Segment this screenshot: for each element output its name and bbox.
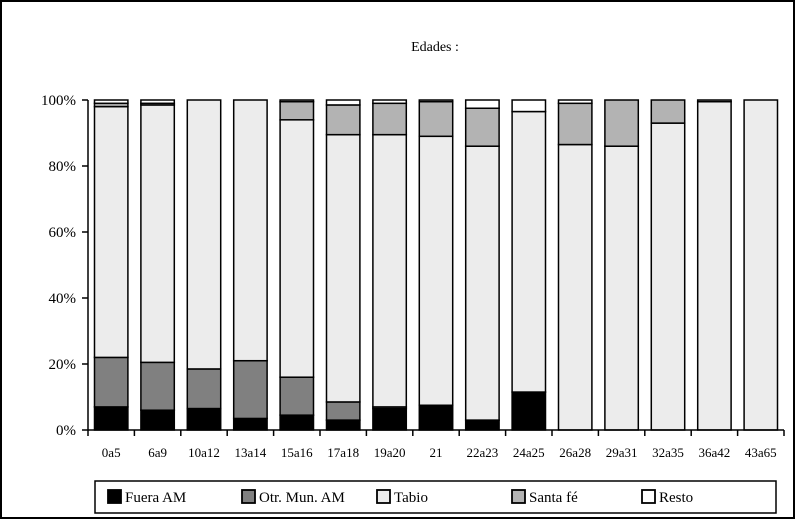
bar-segment-tabio [232,99,268,362]
legend-box [94,480,777,514]
bar-segment-resto [511,99,547,113]
bar-segment-resto [93,99,129,105]
bar-segment-tabio [418,135,454,407]
y-tick-label: 60% [49,225,77,241]
bar-segment-santa-f [650,99,686,124]
x-tick-label: 36a42 [699,445,731,460]
y-tick-label: 20% [49,357,77,373]
y-tick-label: 80% [49,159,77,175]
bar-segment-resto [696,99,732,103]
bar-segment-resto [418,99,454,103]
bar-segment-fuera-am [186,407,222,431]
bar-segment-fuera-am [464,419,500,431]
legend-swatch-otr-mun-am [241,489,256,504]
bar-segment-tabio [186,99,222,370]
x-tick-label: 32a35 [652,445,684,460]
x-tick-label: 13a14 [235,445,267,460]
y-tick-label: 100% [41,93,76,109]
bar-segment-tabio [511,110,547,393]
legend-swatch-fuera-am [107,489,122,504]
legend-label-fuera-am: Fuera AM [125,490,186,506]
bar-segment-tabio [325,133,361,403]
bar-segment-santa-f [604,99,640,147]
x-tick-label: 0a5 [102,445,121,460]
bar-segment-fuera-am [140,409,176,431]
bar-segment-otr-mun-am [279,376,315,416]
x-tick-label: 24a25 [513,445,545,460]
bar-segment-resto [557,99,593,105]
bar-segment-tabio [604,145,640,431]
y-tick-label: 40% [49,291,77,307]
bar-segment-santa-f [464,107,500,147]
x-axis: 0a5 6a9 10a12 13a14 15a16 17a18 19a20 21 22a23 24… [87,429,785,460]
bar-segment-tabio [743,99,779,431]
x-tick-label: 19a20 [374,445,406,460]
legend-label-resto: Resto [659,490,693,506]
bar-segment-fuera-am [279,414,315,431]
y-tick-label: 0% [56,423,76,439]
bar-segment-santa-f [325,104,361,136]
bar-segment-fuera-am [93,406,129,431]
bar-segment-tabio [464,145,500,421]
bar-segment-tabio [696,100,732,431]
legend: Fuera AM Otr. Mun. AM Tabio Santa fé Resto [94,480,777,514]
bar-segment-santa-f [372,102,408,136]
x-tick-label: 22a23 [467,445,499,460]
bar-segment-fuera-am [511,391,547,431]
x-tick-label: 6a9 [148,445,167,460]
bar-segment-resto [372,99,408,105]
bar-segment-tabio [93,105,129,359]
bar-segment-resto [325,99,361,106]
bar-segment-resto [279,99,315,103]
bar-segment-santa-f [279,100,315,121]
bar-segment-santa-f [418,100,454,138]
legend-label-otr-mun-am: Otr. Mun. AM [259,490,345,506]
bar-segment-resto [140,99,176,105]
bar-segment-otr-mun-am [325,401,361,421]
x-tick-label: 21 [430,445,443,460]
chart-title: Edades : [411,40,459,55]
bar-segment-tabio [140,104,176,364]
bar-segment-fuera-am [372,407,408,431]
bar-segment-fuera-am [232,417,268,431]
bar-segment-tabio [372,133,408,408]
x-tick-label: 10a12 [188,445,220,460]
bar-segment-otr-mun-am [232,359,268,420]
bar-segment-fuera-am [325,419,361,431]
y-axis: 0% 20% 40% 60% 80% 100% [41,93,89,439]
bar-segment-tabio [650,122,686,431]
x-tick-label: 43a65 [745,445,777,460]
bar-segment-otr-mun-am [186,368,222,410]
legend-swatch-santa-f [511,489,526,504]
legend-swatch-tabio [376,489,391,504]
x-tick-label: 26a28 [559,445,591,460]
x-tick-label: 29a31 [606,445,638,460]
bar-segment-fuera-am [418,404,454,431]
legend-swatch-resto [641,489,656,504]
bar-segment-otr-mun-am [140,361,176,411]
bar-segment-resto [464,99,500,109]
x-tick-label: 17a18 [327,445,359,460]
bar-segment-otr-mun-am [93,356,129,408]
legend-label-tabio: Tabio [394,490,428,506]
bar-segment-tabio [557,143,593,431]
x-tick-label: 15a16 [281,445,313,460]
legend-label-santa-f: Santa fé [529,490,578,506]
bar-segment-santa-f [557,102,593,146]
bar-segment-tabio [279,119,315,378]
bars [93,99,779,431]
